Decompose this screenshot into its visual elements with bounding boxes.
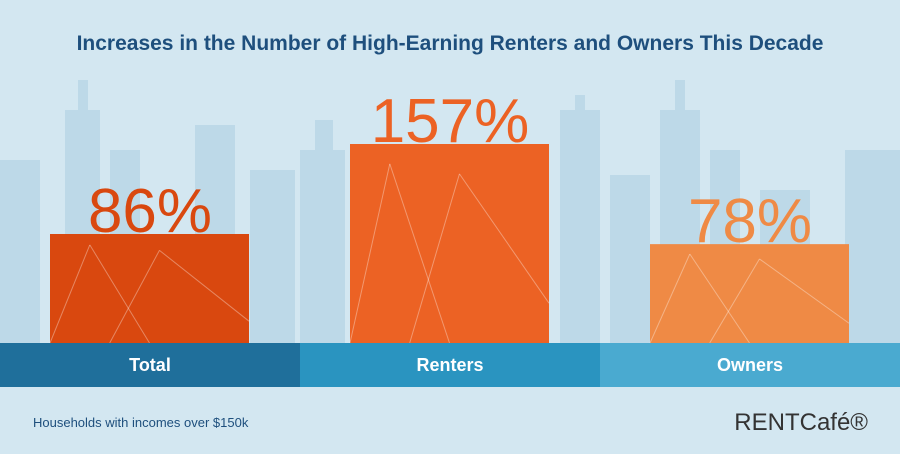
decor-line [459,173,550,304]
decor-line [709,258,760,344]
decor-line [389,163,450,344]
bar [650,244,849,343]
category-band [600,343,900,387]
x-tick-label: Total [129,355,171,375]
decor-line [409,173,460,344]
brand: RENTCafé® [734,409,868,436]
decor-line [109,250,160,344]
x-tick-label: Owners [717,355,783,375]
bar [50,233,249,343]
bar [350,144,549,343]
decor-line [159,249,250,322]
chart-title: Increases in the Number of High-Earning … [77,32,824,55]
decor-line [89,244,150,344]
footer-bg [0,387,900,454]
value-label: 86% [88,177,212,246]
category-band [0,343,300,387]
value-label: 157% [371,87,530,156]
decor-line [759,258,850,324]
category-band [300,343,600,387]
value-label: 78% [688,187,812,256]
decor-line [689,253,750,344]
footnote: Households with incomes over $150k [33,415,249,430]
x-tick-label: Renters [416,355,483,375]
decor-line [49,244,91,344]
decor-line [649,253,691,344]
decor-line [349,163,391,344]
